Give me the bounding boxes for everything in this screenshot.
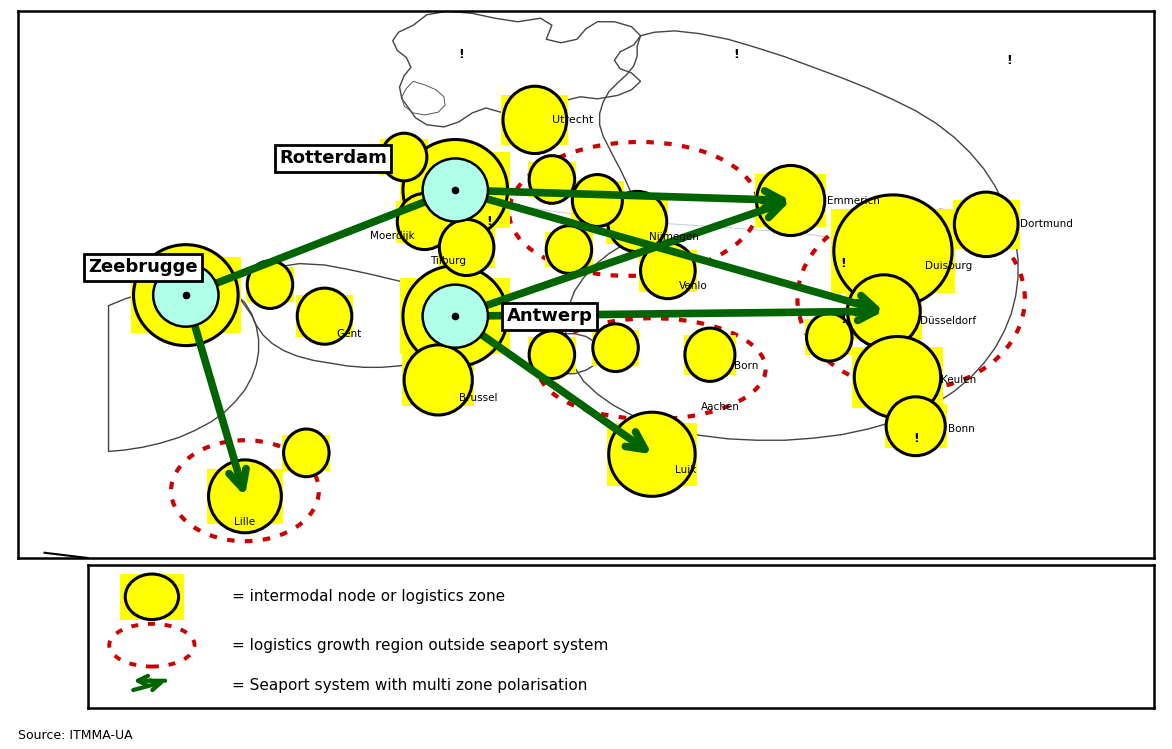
Text: !: ! [913,432,919,446]
Ellipse shape [284,429,329,476]
Ellipse shape [503,86,567,154]
Text: Venlo: Venlo [680,281,708,291]
Ellipse shape [247,261,293,309]
Ellipse shape [608,412,695,497]
Ellipse shape [641,243,695,299]
FancyBboxPatch shape [805,319,853,355]
Ellipse shape [530,331,574,378]
FancyBboxPatch shape [131,258,240,333]
Text: Duisburg: Duisburg [925,261,972,271]
FancyBboxPatch shape [282,435,331,470]
Ellipse shape [886,397,946,455]
Text: Rotterdam: Rotterdam [279,150,387,168]
Text: Dortmund: Dortmund [1021,219,1074,229]
FancyBboxPatch shape [529,162,575,197]
FancyBboxPatch shape [380,139,428,175]
FancyBboxPatch shape [755,175,826,227]
Text: = Seaport system with multi zone polarisation: = Seaport system with multi zone polaris… [232,679,587,694]
Text: !: ! [840,257,846,270]
Ellipse shape [209,460,281,533]
Ellipse shape [607,192,667,252]
Text: Lille: Lille [234,517,255,527]
Ellipse shape [423,285,488,348]
FancyBboxPatch shape [683,335,736,374]
FancyBboxPatch shape [852,347,942,407]
FancyBboxPatch shape [953,200,1020,249]
Text: !: ! [840,313,846,326]
Ellipse shape [806,313,852,361]
Text: Antwerp: Antwerp [506,307,592,325]
FancyBboxPatch shape [502,94,568,145]
Ellipse shape [546,225,592,273]
Ellipse shape [757,166,825,235]
FancyBboxPatch shape [295,295,353,337]
Text: Düsseldorf: Düsseldorf [920,316,976,326]
Ellipse shape [833,195,952,307]
FancyBboxPatch shape [592,330,640,366]
Ellipse shape [423,159,488,222]
FancyBboxPatch shape [401,279,510,354]
FancyBboxPatch shape [545,231,593,267]
Text: !: ! [734,48,738,61]
Ellipse shape [847,275,920,348]
Text: Bonn: Bonn [947,424,974,434]
Text: Tilburg: Tilburg [430,256,466,267]
Ellipse shape [134,245,238,345]
Text: Gent: Gent [336,329,361,339]
Text: Zeebrugge: Zeebrugge [88,258,198,276]
Ellipse shape [397,193,452,249]
FancyBboxPatch shape [246,267,294,303]
Ellipse shape [298,288,352,345]
FancyBboxPatch shape [831,209,955,293]
Text: Born: Born [734,361,758,371]
Ellipse shape [593,324,639,372]
Ellipse shape [572,175,622,226]
Ellipse shape [530,156,574,203]
Text: Aachen: Aachen [701,402,740,412]
Ellipse shape [684,328,735,381]
FancyBboxPatch shape [401,152,510,228]
FancyBboxPatch shape [846,284,922,339]
Text: Keulen: Keulen [941,375,976,385]
Text: Luik: Luik [675,465,696,476]
FancyBboxPatch shape [885,404,947,449]
Text: Utrecht: Utrecht [552,115,593,125]
Text: !: ! [1006,54,1011,67]
Ellipse shape [854,336,941,418]
Ellipse shape [440,219,493,276]
Ellipse shape [954,192,1018,257]
FancyBboxPatch shape [607,422,697,486]
FancyBboxPatch shape [438,226,496,268]
Ellipse shape [125,574,178,619]
Text: !: ! [486,215,492,228]
Text: = intermodal node or logistics zone: = intermodal node or logistics zone [232,589,505,604]
Text: Brussel: Brussel [458,393,497,403]
Ellipse shape [381,133,427,181]
Ellipse shape [404,345,472,415]
FancyBboxPatch shape [396,201,454,243]
Text: Source: ITMMA-UA: Source: ITMMA-UA [18,729,132,742]
Text: Moerdijk: Moerdijk [370,231,415,240]
Text: !: ! [458,48,464,61]
Ellipse shape [403,139,507,240]
Ellipse shape [154,264,218,327]
FancyBboxPatch shape [571,181,624,220]
FancyBboxPatch shape [402,354,473,406]
Text: Nijmegen: Nijmegen [648,232,699,242]
Ellipse shape [403,266,507,367]
Text: Emmerich: Emmerich [827,195,880,205]
FancyBboxPatch shape [120,574,184,619]
Text: = logistics growth region outside seaport system: = logistics growth region outside seapor… [232,637,608,652]
FancyBboxPatch shape [206,469,284,524]
FancyBboxPatch shape [606,199,668,244]
FancyBboxPatch shape [529,337,575,372]
FancyBboxPatch shape [639,249,696,291]
